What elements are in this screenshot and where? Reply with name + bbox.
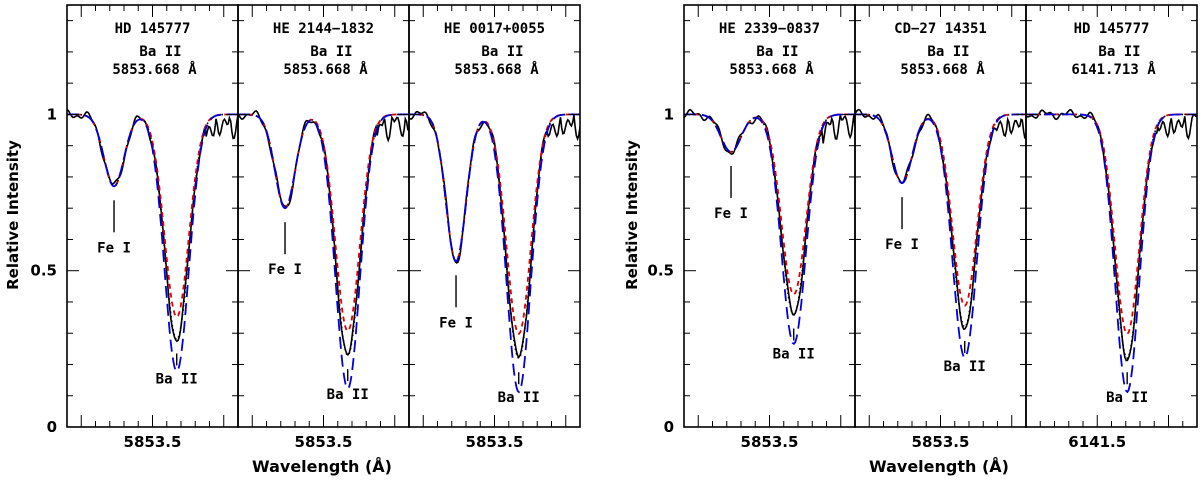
panel-ion-label: Ba II xyxy=(927,44,969,60)
panel-star-label: HE 0017+0055 xyxy=(444,21,545,37)
panel-ion-label: Ba II xyxy=(139,44,181,60)
x-tick-label: 5853.5 xyxy=(295,433,353,451)
synthetic-spectrum-blue xyxy=(855,113,1026,359)
synthetic-spectrum-dotted xyxy=(684,113,855,316)
ba-marker-label: Ba II xyxy=(944,359,986,375)
synthetic-spectrum-blue xyxy=(684,113,855,345)
panel-ion-label: Ba II xyxy=(756,44,798,60)
ba-marker-label: Ba II xyxy=(156,371,198,387)
x-axis-label: Wavelength (Å) xyxy=(869,457,1009,476)
panel-star-label: CD−27 14351 xyxy=(894,21,987,37)
fe-marker-label: Fe I xyxy=(885,237,919,253)
panel-wavelength-label: 5853.668 Å xyxy=(454,61,539,78)
x-tick-label: 5853.5 xyxy=(466,433,524,451)
fe-marker-label: Fe I xyxy=(439,315,473,331)
fe-marker-label: Fe I xyxy=(714,206,748,222)
y-axis-label: Relative Intensity xyxy=(623,140,641,290)
ba-marker-label: Ba II xyxy=(1106,390,1148,406)
panel-star-label: HE 2144−1832 xyxy=(273,21,374,37)
y-tick-label: 0 xyxy=(664,418,674,436)
panel-star-label: HE 2339−0837 xyxy=(719,21,820,37)
left-panel-group: Relative Intensity Wavelength (Å) 5853.5… xyxy=(4,4,581,476)
x-axis-label: Wavelength (Å) xyxy=(252,457,392,476)
x-tick-label: 5853.5 xyxy=(124,433,182,451)
ba-marker-label: Ba II xyxy=(498,390,540,406)
panel-wavelength-label: 6141.713 Å xyxy=(1071,61,1156,78)
ba-marker-label: Ba II xyxy=(327,387,369,403)
synthetic-spectrum-blue xyxy=(409,113,580,394)
y-tick-label: 0 xyxy=(47,418,57,436)
panel-star-label: HD 145777 xyxy=(1074,21,1150,37)
synthetic-spectrum-red xyxy=(684,113,855,296)
ba-marker-label: Ba II xyxy=(773,346,815,362)
panel-ion-label: Ba II xyxy=(310,44,352,60)
synthetic-spectrum-red xyxy=(409,113,580,335)
y-tick-label: 1 xyxy=(664,105,674,123)
y-tick-label: 0.5 xyxy=(647,262,674,280)
synthetic-spectrum-blue xyxy=(67,113,238,373)
synthetic-spectrum-red xyxy=(67,113,238,318)
x-tick-label: 5853.5 xyxy=(912,433,970,451)
observed-spectrum xyxy=(1026,108,1197,362)
right-panel-group: Relative Intensity Wavelength (Å) 5853.5… xyxy=(623,4,1198,476)
panel-wavelength-label: 5853.668 Å xyxy=(112,61,197,78)
panel-ion-label: Ba II xyxy=(1098,44,1140,60)
x-tick-label: 5853.5 xyxy=(741,433,799,451)
panel-star-label: HD 145777 xyxy=(115,21,191,37)
synthetic-spectrum-blue xyxy=(1026,113,1197,394)
synthetic-spectrum-blue xyxy=(238,113,409,390)
y-axis-label: Relative Intensity xyxy=(4,140,22,290)
synthetic-spectrum-dotted xyxy=(855,113,1026,328)
fe-marker-label: Fe I xyxy=(268,262,302,278)
panel-wavelength-label: 5853.668 Å xyxy=(729,61,814,78)
panel-ion-label: Ba II xyxy=(481,44,523,60)
y-tick-label: 0.5 xyxy=(30,262,57,280)
x-tick-label: 6141.5 xyxy=(1068,433,1126,451)
panel-wavelength-label: 5853.668 Å xyxy=(283,61,368,78)
panel-wavelength-label: 5853.668 Å xyxy=(900,61,985,78)
y-tick-label: 1 xyxy=(47,105,57,123)
fe-marker-label: Fe I xyxy=(97,240,131,256)
